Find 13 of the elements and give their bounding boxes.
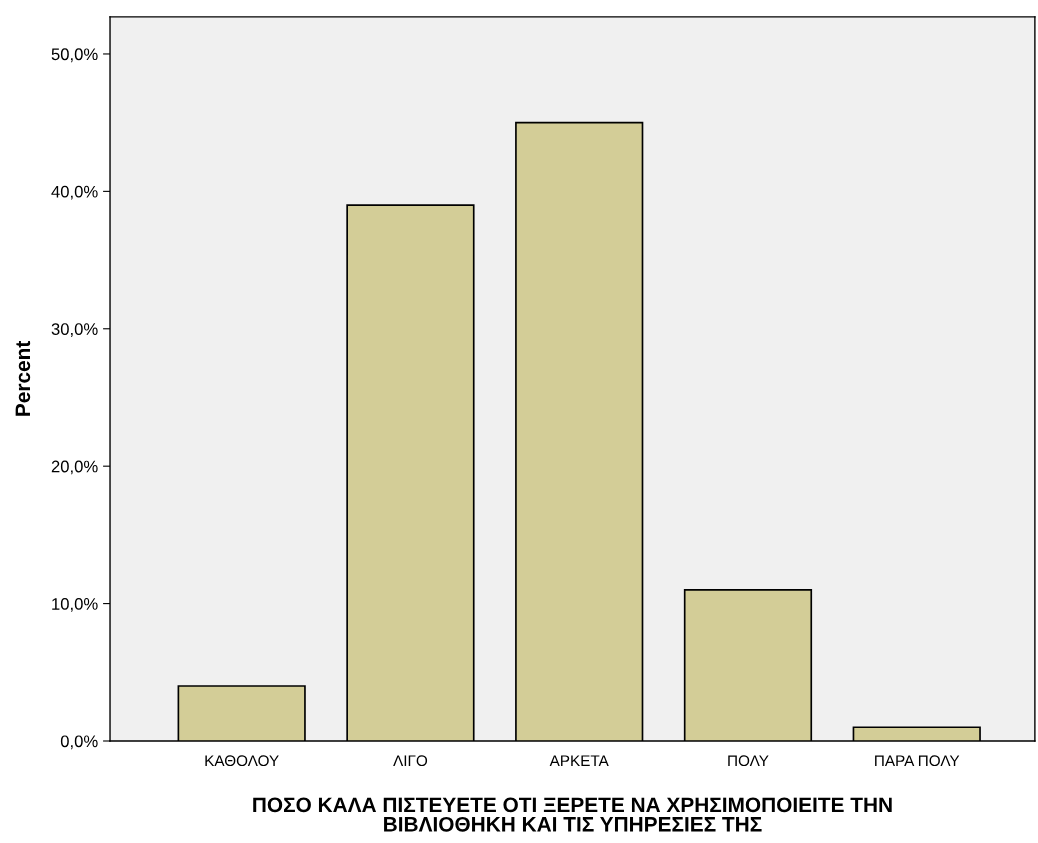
x-tick-label: ΠΟΛΥ bbox=[728, 755, 769, 767]
y-tick-label: 30,0% bbox=[51, 323, 98, 337]
y-tick-label: 10,0% bbox=[52, 597, 98, 612]
y-tick-label: 50,0% bbox=[51, 48, 98, 63]
y-tick-label: 40,0% bbox=[51, 185, 98, 200]
x-tick-label: ΛΙΓΟ bbox=[393, 755, 428, 767]
x-axis-title: ΠΟΣΟ ΚΑΛΑ ΠΙΣΤΕΥΕΤΕ ΟΤΙ ΞΕΡΕΤΕ ΝΑ ΧΡΗΣΙΜΟΠΟΙΕΙΤΕ ΤΗΝ ΒΙΒΛΙΟΘΗΚΗ ΚΑΙ ΤΙΣ ΥΠΗΡΕΣΙΕΣ ΤΗΣ bbox=[253, 797, 892, 832]
x-tick-label: ΚΑΘΟΛΟΥ bbox=[205, 755, 279, 767]
y-tick-label: 0,0% bbox=[60, 735, 98, 750]
y-axis-title: Percent bbox=[15, 340, 31, 416]
x-tick-label: ΠΑΡΑ ΠΟΛΥ bbox=[875, 755, 960, 767]
y-tick-label: 20,0% bbox=[51, 460, 98, 475]
x-tick-label: ΑΡΚΕΤΑ bbox=[549, 755, 609, 766]
